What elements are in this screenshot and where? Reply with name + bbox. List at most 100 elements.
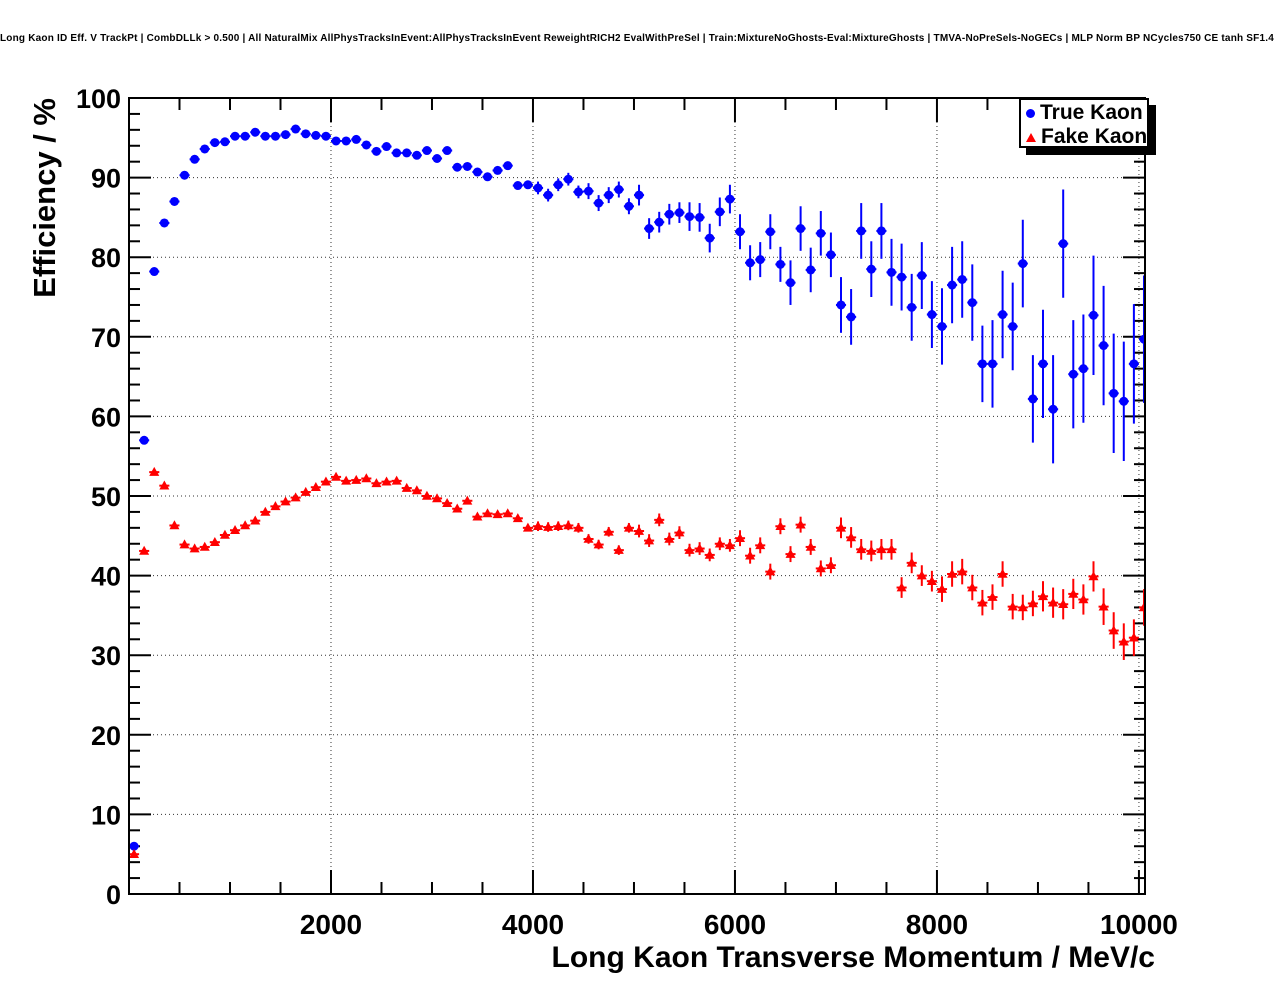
data-point	[281, 130, 291, 140]
data-point	[815, 563, 826, 573]
data-point	[300, 486, 311, 496]
x-tick-label: 2000	[300, 909, 362, 940]
data-point	[260, 506, 271, 516]
data-point	[291, 124, 301, 134]
gridlines	[129, 98, 1145, 894]
legend-entry-true-kaon: True Kaon	[1026, 101, 1145, 125]
data-point	[1088, 571, 1099, 581]
data-point	[159, 480, 170, 490]
data-point	[452, 162, 462, 172]
data-point	[270, 131, 280, 141]
data-point	[483, 172, 493, 182]
data-point	[1017, 602, 1028, 612]
data-point	[624, 201, 634, 211]
data-point	[493, 165, 503, 175]
data-point	[623, 522, 634, 532]
data-point	[896, 582, 907, 592]
data-point	[200, 144, 210, 154]
data-point	[765, 227, 775, 237]
y-tick-label: 100	[76, 84, 121, 114]
legend-label-true-kaon: True Kaon	[1040, 101, 1143, 124]
data-point	[230, 525, 241, 535]
data-point	[654, 217, 664, 227]
data-point	[1118, 636, 1129, 646]
data-point	[967, 298, 977, 308]
data-point	[836, 300, 846, 310]
data-point	[1099, 341, 1109, 351]
data-point	[695, 212, 705, 222]
data-point	[1098, 601, 1109, 611]
data-point	[614, 185, 624, 195]
data-point	[361, 140, 371, 150]
data-point	[1109, 388, 1119, 398]
data-point	[725, 194, 735, 204]
data-point	[351, 474, 362, 484]
data-point	[290, 492, 301, 502]
data-point	[260, 131, 270, 141]
data-point	[644, 535, 655, 545]
data-point	[775, 259, 785, 269]
data-point	[320, 476, 331, 486]
data-point	[442, 146, 452, 156]
data-point	[876, 544, 887, 554]
data-point	[705, 233, 715, 243]
y-tick-label: 90	[91, 164, 121, 194]
data-point	[159, 218, 169, 228]
data-point	[664, 209, 674, 219]
data-point	[977, 359, 987, 369]
data-point	[714, 538, 725, 548]
data-point	[1058, 599, 1069, 609]
data-point	[886, 544, 897, 554]
x-tick-label: 10000	[1100, 909, 1178, 940]
data-point	[906, 557, 917, 567]
data-point	[584, 186, 594, 196]
data-point	[139, 435, 149, 445]
data-point	[331, 471, 342, 481]
data-point	[755, 255, 765, 265]
data-point	[1038, 359, 1048, 369]
data-point	[1048, 597, 1059, 607]
data-point	[502, 508, 513, 518]
data-point	[381, 476, 392, 486]
data-point	[765, 566, 776, 576]
data-point	[998, 310, 1008, 320]
data-point	[412, 150, 422, 160]
data-point	[543, 521, 554, 531]
data-point	[825, 560, 836, 570]
data-point	[442, 497, 453, 507]
data-point	[1139, 334, 1145, 344]
data-point	[604, 190, 614, 200]
data-point	[583, 533, 594, 543]
data-point	[997, 568, 1008, 578]
legend-entry-fake-kaon: Fake Kaon	[1026, 125, 1147, 149]
data-point	[432, 153, 442, 163]
data-point	[1138, 602, 1145, 612]
data-point	[1068, 588, 1079, 598]
data-point	[492, 509, 503, 519]
data-point	[634, 525, 645, 535]
data-point	[351, 134, 361, 144]
x-tick-label: 4000	[502, 909, 564, 940]
data-point	[472, 167, 482, 177]
data-point	[392, 148, 402, 158]
data-point	[462, 161, 472, 171]
data-point	[341, 136, 351, 146]
data-point	[795, 519, 806, 529]
data-point	[836, 522, 847, 532]
data-point	[937, 321, 947, 331]
data-point	[280, 496, 291, 506]
data-point	[503, 161, 513, 171]
data-point	[341, 475, 352, 485]
y-tick-label: 0	[106, 880, 121, 910]
data-point	[846, 532, 857, 542]
data-point	[684, 544, 695, 554]
data-point	[189, 543, 200, 553]
data-point	[634, 190, 644, 200]
data-point	[512, 513, 523, 523]
data-point	[311, 130, 321, 140]
data-point	[199, 541, 210, 551]
data-point	[382, 142, 392, 152]
data-point	[452, 503, 463, 513]
data-point	[573, 187, 583, 197]
data-point	[1037, 591, 1048, 601]
